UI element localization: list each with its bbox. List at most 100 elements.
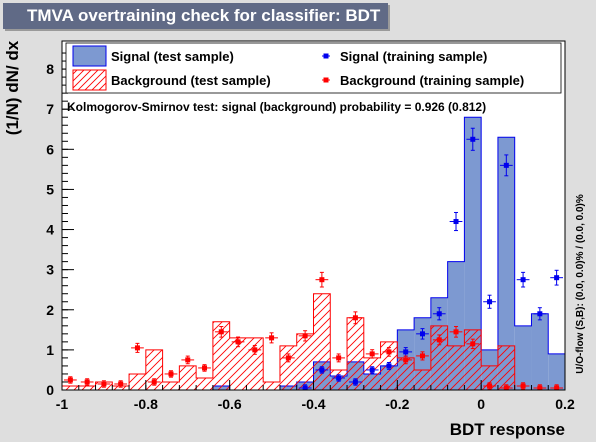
background-train-point [231,336,245,348]
background-train-point [265,332,278,344]
background-test-bar [296,333,314,390]
x-tick-label: -0.6 [218,396,242,412]
background-train-point-marker [84,379,90,385]
background-train-point [214,326,228,338]
background-test-bar [196,377,213,390]
background-train-point [466,338,480,350]
signal-train-point-marker [336,375,342,381]
background-train-point-marker [101,381,107,387]
legend-marker-signal-train [322,53,330,59]
x-axis-title: BDT response [450,420,565,439]
background-train-point [365,349,379,359]
background-train-point-marker [269,335,275,341]
background-train-point [281,353,295,363]
background-train-point-marker [319,277,325,283]
background-test-bar [145,349,163,390]
x-tick-label: 0.2 [555,396,575,412]
y-tick-label: 5 [46,181,54,197]
background-train-point [164,370,178,378]
legend-box [65,42,562,94]
background-test-bar [430,325,448,390]
signal-train-point-marker [386,363,392,369]
x-tick-label: -0.4 [301,396,325,412]
background-train-point [198,364,211,372]
background-train-point [131,342,144,353]
background-train-point-marker [235,339,241,345]
background-train-point [382,347,396,357]
signal-train-point [483,294,496,309]
y-tick-label: 1 [46,342,54,358]
signal-train-point [499,154,513,177]
background-test-bar [464,329,482,390]
signal-train-point [449,211,463,232]
background-train-point-marker [436,337,442,343]
signal-train-point [315,366,329,374]
legend-label-signal-train: Signal (training sample) [340,49,487,64]
background-test-bar [279,345,297,390]
background-train-point-marker [336,355,342,361]
background-train-point-marker [403,357,409,363]
background-train-point-marker [503,385,509,391]
signal-train-point-marker [369,367,375,373]
y-tick-label: 0 [46,382,54,398]
signal-train-point-marker [436,311,442,317]
background-train-point-marker [302,333,308,339]
signal-train-point-marker [302,385,308,391]
signal-train-point-marker [419,331,425,337]
background-train-point [64,376,77,384]
background-train-point-marker [185,357,191,363]
background-train-point-marker [487,383,493,389]
signal-train-point [533,307,547,321]
signal-test-bar [548,353,565,390]
background-train-point-marker [134,345,140,351]
background-test-bar [347,317,364,390]
signal-test-bar [497,137,515,390]
background-test-bar [212,321,230,390]
background-train-point-marker [537,385,543,391]
background-train-point-marker [202,365,208,371]
y-tick-label: 6 [46,141,54,157]
background-test-bar [246,337,264,390]
background-train-point [349,311,362,325]
background-train-point-marker [252,347,258,353]
legend-marker-background-train [322,77,330,83]
background-train-point [416,351,429,361]
legend-label-background-train: Background (training sample) [340,73,524,88]
plot-title: TMVA overtraining check for classifier: … [3,3,388,29]
background-train-point [181,355,195,365]
background-test-bar [414,369,431,390]
legend-swatch-signal-test [72,45,107,67]
signal-train-point-marker [554,275,560,281]
signal-train-point [365,366,379,374]
signal-train-point [332,374,346,382]
y-axis-title: (1/N) dN/ dx [3,40,22,135]
signal-train-point [432,307,446,321]
ks-test-text: Kolmogorov-Smirnov test: signal (backgro… [67,100,486,114]
background-test-bar [112,385,130,390]
background-test-outline [61,293,565,391]
background-train-point-marker [520,383,526,389]
signal-train-point [550,269,563,286]
background-train-point-marker [470,341,476,347]
signal-train-point-marker [487,299,493,305]
background-train-point-marker [151,379,157,385]
background-train-point-marker [352,315,358,321]
x-tick-label: 0 [477,396,485,412]
background-train-point [97,380,111,388]
signal-train-point-marker [453,219,459,225]
y-tick-label: 4 [46,222,54,238]
background-test-bar [313,293,331,390]
background-train-point [516,382,530,390]
signal-train-point [516,271,530,288]
signal-train-point-marker [352,379,358,385]
background-test-bar [263,381,280,390]
background-test-bar [78,385,96,390]
background-test-bar [447,345,465,390]
background-train-point-marker [118,381,124,387]
signal-train-point-marker [470,136,476,142]
background-train-point [483,382,496,390]
legend-label-signal-test: Signal (test sample) [111,49,234,64]
signal-train-point-marker [403,349,409,355]
x-tick-label: -0.8 [134,396,158,412]
